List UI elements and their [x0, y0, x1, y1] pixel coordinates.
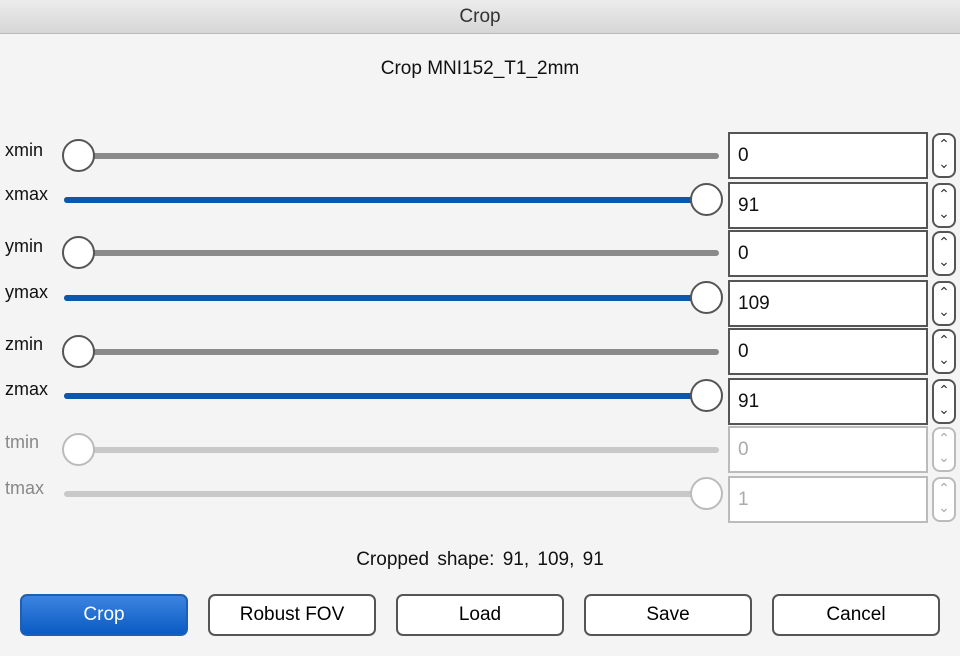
cropped-shape-text: Cropped shape: 91, 109, 91 [356, 549, 604, 570]
slider-label: xmin [5, 140, 44, 160]
slider-row-ymin: ymin 0 ⌃ ⌄ [0, 230, 960, 278]
chevron-up-icon[interactable]: ⌃ [938, 383, 950, 399]
xmax-stepper[interactable]: ⌃ ⌄ [932, 183, 956, 228]
save-button[interactable]: Save [584, 594, 752, 636]
slider-row-ymax: ymax 109 ⌃ ⌄ [0, 280, 960, 328]
tmax-input: 1 [728, 476, 928, 523]
slider-thumb [62, 433, 95, 466]
chevron-down-icon[interactable]: ⌄ [938, 352, 950, 368]
slider-thumb[interactable] [690, 281, 723, 314]
slider-thumb[interactable] [62, 335, 95, 368]
slider-thumb[interactable] [62, 236, 95, 269]
crop-button[interactable]: Crop [20, 594, 188, 636]
chevron-up-icon[interactable]: ⌃ [938, 235, 950, 251]
slider-label: tmax [5, 478, 45, 498]
ymax-input[interactable]: 109 [728, 280, 928, 327]
slider-fill [64, 393, 706, 399]
slider-row-xmax: xmax 91 ⌃ ⌄ [0, 182, 960, 230]
xmin-stepper[interactable]: ⌃ ⌄ [932, 133, 956, 178]
slider-row-zmin: zmin 0 ⌃ ⌄ [0, 328, 960, 376]
ymin-input[interactable]: 0 [728, 230, 928, 277]
slider-label: tmin [5, 432, 40, 452]
slider-label: ymin [5, 236, 44, 256]
chevron-up-icon[interactable]: ⌃ [938, 333, 950, 349]
xmax-slider[interactable] [64, 183, 723, 216]
zmin-stepper[interactable]: ⌃ ⌄ [932, 329, 956, 374]
ymin-stepper[interactable]: ⌃ ⌄ [932, 231, 956, 276]
tmin-slider [62, 433, 719, 466]
xmax-input[interactable]: 91 [728, 182, 928, 229]
chevron-down-icon[interactable]: ⌄ [938, 254, 950, 270]
slider-thumb[interactable] [690, 379, 723, 412]
robust-fov-button[interactable]: Robust FOV [208, 594, 376, 636]
xmin-slider[interactable] [62, 139, 719, 172]
chevron-up-icon[interactable]: ⌃ [938, 285, 950, 301]
slider-row-tmax: tmax 1 ⌃ ⌄ [0, 476, 960, 524]
slider-thumb[interactable] [690, 183, 723, 216]
slider-label: ymax [5, 282, 49, 302]
zmax-slider[interactable] [64, 379, 723, 412]
chevron-down-icon[interactable]: ⌄ [938, 402, 950, 418]
slider-row-tmin: tmin 0 ⌃ ⌄ [0, 426, 960, 474]
dialog-heading: Crop MNI152_T1_2mm [380, 58, 580, 79]
slider-thumb [690, 477, 723, 510]
slider-row-xmin: xmin 0 ⌃ ⌄ [0, 132, 960, 180]
chevron-up-icon: ⌃ [938, 481, 950, 497]
chevron-up-icon[interactable]: ⌃ [938, 187, 950, 203]
tmax-stepper: ⌃ ⌄ [932, 477, 956, 522]
ymax-stepper[interactable]: ⌃ ⌄ [932, 281, 956, 326]
ymin-slider[interactable] [62, 236, 719, 269]
zmax-stepper[interactable]: ⌃ ⌄ [932, 379, 956, 424]
slider-fill [64, 197, 706, 203]
ymax-slider[interactable] [64, 281, 723, 314]
slider-label: xmax [5, 184, 49, 204]
chevron-down-icon[interactable]: ⌄ [938, 206, 950, 222]
slider-thumb[interactable] [62, 139, 95, 172]
chevron-up-icon: ⌃ [938, 431, 950, 447]
chevron-up-icon[interactable]: ⌃ [938, 137, 950, 153]
xmin-input[interactable]: 0 [728, 132, 928, 179]
chevron-down-icon[interactable]: ⌄ [938, 156, 950, 172]
slider-row-zmax: zmax 91 ⌃ ⌄ [0, 378, 960, 426]
slider-fill [64, 295, 706, 301]
chevron-down-icon: ⌄ [938, 500, 950, 516]
tmax-slider [64, 477, 723, 510]
zmin-slider[interactable] [62, 335, 719, 368]
window-title: Crop [0, 0, 960, 34]
chevron-down-icon: ⌄ [938, 450, 950, 466]
slider-label: zmax [5, 379, 49, 399]
slider-label: zmin [5, 334, 44, 354]
cancel-button[interactable]: Cancel [772, 594, 940, 636]
chevron-down-icon[interactable]: ⌄ [938, 304, 950, 320]
tmin-input: 0 [728, 426, 928, 473]
zmin-input[interactable]: 0 [728, 328, 928, 375]
tmin-stepper: ⌃ ⌄ [932, 427, 956, 472]
zmax-input[interactable]: 91 [728, 378, 928, 425]
load-button[interactable]: Load [396, 594, 564, 636]
